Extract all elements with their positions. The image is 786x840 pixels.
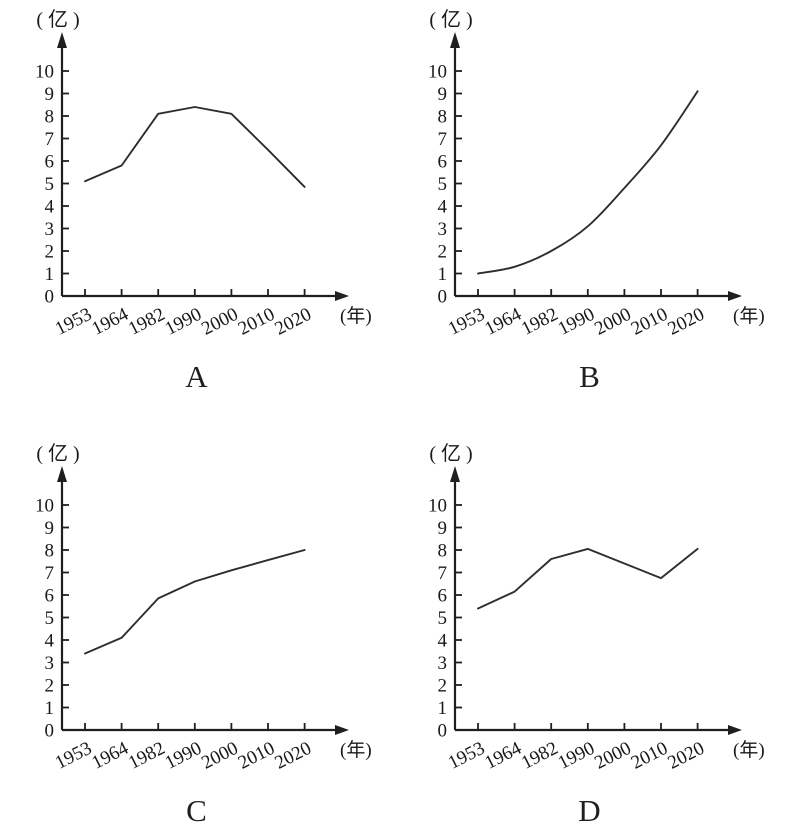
x-tick-label: 2020 — [271, 738, 314, 774]
y-tick-label: 8 — [438, 107, 448, 128]
y-tick-label: 8 — [45, 541, 55, 562]
y-tick-label: 7 — [438, 129, 448, 150]
chart-figure-a: 0 1 2 3 4 5 6 7 8 9 10 1953 1964 1982 1990 2000 2010 2020… — [0, 0, 393, 420]
y-axis-arrow — [450, 466, 460, 482]
y-tick-label: 2 — [45, 676, 55, 697]
y-tick-label: 2 — [438, 676, 448, 697]
chart-caption-b: B — [579, 359, 600, 394]
y-tick-label: 3 — [438, 653, 448, 674]
y-tick-label: 10 — [428, 62, 447, 83]
x-tick-label: 2020 — [664, 304, 707, 340]
x-axis-unit-label: (年) — [340, 739, 372, 761]
series-line — [84, 549, 306, 655]
y-tick-label: 9 — [438, 84, 448, 105]
y-tick-label: 7 — [438, 563, 448, 584]
y-axis-arrow — [450, 32, 460, 48]
chart-caption-a: A — [185, 359, 208, 394]
y-tick-label: 4 — [438, 197, 448, 218]
y-tick-label: 9 — [45, 518, 55, 539]
y-tick-label: 1 — [438, 698, 448, 719]
chart-caption-d: D — [578, 793, 601, 828]
chart-figure-c: 0 1 2 3 4 5 6 7 8 9 10 1953 1964 1982 1990 2000 2010 2020… — [0, 420, 393, 840]
y-tick-label: 0 — [438, 721, 448, 742]
x-axis-arrow — [335, 725, 349, 735]
x-axis-arrow — [728, 725, 742, 735]
y-tick-label: 7 — [45, 129, 55, 150]
x-tick-label: 2020 — [271, 304, 314, 340]
y-tick-label: 5 — [438, 174, 448, 195]
x-axis-unit-label: (年) — [733, 739, 765, 761]
y-tick-label: 10 — [35, 62, 54, 83]
x-axis-arrow — [728, 291, 742, 301]
line-chart-b: 0123456789101953196419821990200020102020… — [428, 8, 765, 340]
chart-figure-d: 0 1 2 3 4 5 6 7 8 9 10 1953 1964 1982 1990 2000 2010 2020… — [393, 420, 786, 840]
series-line — [477, 90, 699, 275]
y-tick-label: 4 — [438, 631, 448, 652]
x-axis-arrow — [335, 291, 349, 301]
line-chart-d: 0123456789101953196419821990200020102020… — [428, 442, 765, 774]
x-axis-unit-label: (年) — [733, 305, 765, 327]
y-tick-label: 10 — [35, 496, 54, 517]
chart-figure-b: 0 1 2 3 4 5 6 7 8 9 10 1953 1964 1982 1990 2000 2010 2020… — [393, 0, 786, 420]
y-tick-label: 1 — [45, 264, 55, 285]
y-axis-unit-label: ( 亿 ) — [429, 442, 472, 465]
y-tick-label: 1 — [438, 264, 448, 285]
y-tick-label: 4 — [45, 631, 55, 652]
y-tick-label: 10 — [428, 496, 447, 517]
y-axis-arrow — [57, 466, 67, 482]
x-axis-unit-label: (年) — [340, 305, 372, 327]
line-chart-c: 0123456789101953196419821990200020102020… — [35, 442, 372, 774]
y-tick-label: 4 — [45, 197, 55, 218]
y-tick-label: 3 — [45, 219, 55, 240]
line-chart-a: 0123456789101953196419821990200020102020… — [35, 8, 372, 340]
y-tick-label: 5 — [45, 608, 55, 629]
y-axis-unit-label: ( 亿 ) — [36, 8, 79, 31]
chart-caption-c: C — [186, 793, 207, 828]
y-tick-label: 6 — [438, 586, 448, 607]
y-tick-label: 6 — [45, 586, 55, 607]
y-axis-arrow — [57, 32, 67, 48]
series-line — [477, 547, 699, 610]
y-tick-label: 3 — [45, 653, 55, 674]
y-tick-label: 5 — [438, 608, 448, 629]
x-tick-label: 2020 — [664, 738, 707, 774]
y-axis-unit-label: ( 亿 ) — [429, 8, 472, 31]
series-line — [84, 106, 306, 188]
y-tick-label: 3 — [438, 219, 448, 240]
y-tick-label: 7 — [45, 563, 55, 584]
y-tick-label: 1 — [45, 698, 55, 719]
y-tick-label: 8 — [45, 107, 55, 128]
y-tick-label: 9 — [45, 84, 55, 105]
y-tick-label: 6 — [45, 152, 55, 173]
y-tick-label: 2 — [438, 242, 448, 263]
y-tick-label: 0 — [45, 721, 55, 742]
y-tick-label: 0 — [438, 287, 448, 308]
y-tick-label: 8 — [438, 541, 448, 562]
y-axis-unit-label: ( 亿 ) — [36, 442, 79, 465]
y-tick-label: 0 — [45, 287, 55, 308]
y-tick-label: 6 — [438, 152, 448, 173]
y-tick-label: 9 — [438, 518, 448, 539]
y-tick-label: 2 — [45, 242, 55, 263]
y-tick-label: 5 — [45, 174, 55, 195]
